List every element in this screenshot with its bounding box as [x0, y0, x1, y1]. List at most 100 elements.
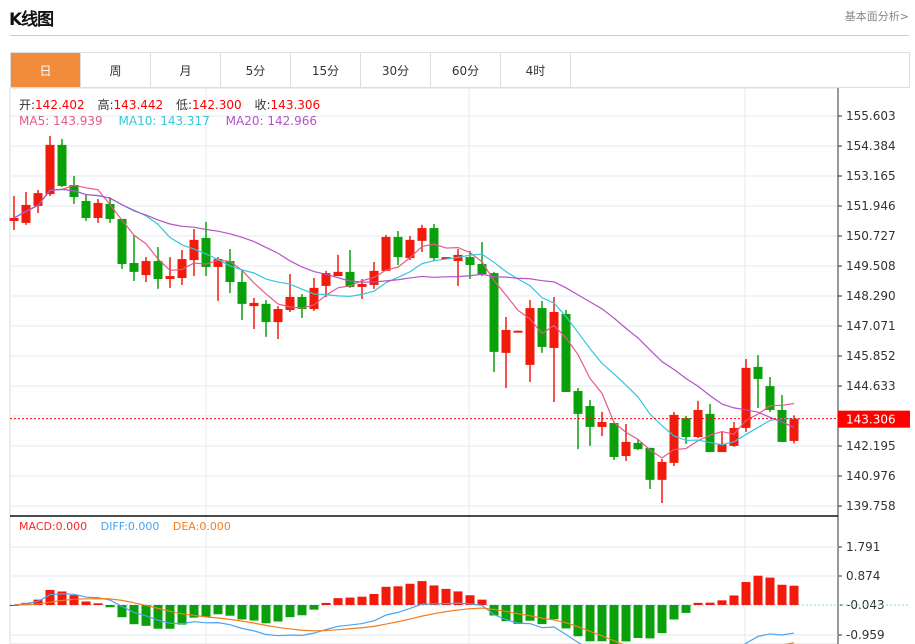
candle — [105, 197, 115, 223]
ma10-value: MA10: 143.317 — [118, 114, 210, 128]
candle-body — [741, 367, 751, 428]
candle — [117, 218, 127, 269]
macd-histogram-bar — [609, 605, 619, 644]
candle — [393, 231, 403, 265]
macd-histogram-bar — [777, 584, 787, 605]
candle-body — [501, 329, 511, 353]
tab-week[interactable]: 周 — [81, 53, 151, 87]
candle-body — [81, 200, 91, 218]
macd-histogram-bar — [561, 605, 571, 629]
price-tick-label: 148.290 — [846, 289, 896, 303]
candle — [249, 297, 259, 329]
macd-histogram-bar — [273, 605, 283, 622]
candle-body — [261, 303, 271, 323]
candle — [261, 299, 271, 337]
candle-body — [657, 461, 667, 480]
macd-value: MACD:0.000 — [19, 520, 88, 533]
candle-body — [681, 418, 691, 438]
candle — [57, 138, 67, 187]
candle — [705, 404, 715, 453]
candle — [417, 224, 427, 252]
tab-4hour[interactable]: 4时 — [501, 53, 571, 87]
macd-histogram-bar — [93, 603, 103, 605]
candle — [789, 415, 799, 444]
candle — [561, 310, 571, 392]
candle-body — [393, 236, 403, 258]
macd-histogram-bar — [537, 605, 547, 625]
candle-body — [129, 263, 139, 272]
current-price-label: 143.306 — [846, 413, 896, 427]
candle-body — [273, 309, 283, 323]
macd-histogram-bar — [441, 588, 451, 605]
macd-histogram-bar — [345, 597, 355, 605]
macd-histogram-bar — [381, 586, 391, 605]
candle-body — [525, 308, 535, 365]
macd-histogram-bar — [453, 591, 463, 605]
candle-body — [417, 228, 427, 241]
candle-body — [405, 239, 415, 259]
candle-body — [357, 283, 367, 287]
divider — [10, 35, 909, 36]
tab-30min[interactable]: 30分 — [361, 53, 431, 87]
macd-histogram-bar — [513, 605, 523, 624]
candle-body — [33, 193, 43, 206]
candle-body — [153, 261, 163, 280]
close-value: 143.306 — [270, 98, 321, 112]
macd-histogram-bar — [525, 605, 535, 621]
candle-body — [465, 257, 475, 265]
candle — [681, 415, 691, 444]
candle — [237, 269, 247, 320]
macd-histogram-bar — [177, 605, 187, 625]
candle-body — [645, 447, 655, 480]
macd-histogram-bar — [153, 605, 163, 629]
candle — [609, 423, 619, 460]
candle — [669, 411, 679, 467]
candle — [489, 271, 499, 373]
tab-5min[interactable]: 5分 — [221, 53, 291, 87]
candle-body — [549, 311, 559, 348]
macd-histogram-bar — [693, 602, 703, 605]
candle-body — [477, 264, 487, 275]
candle-body — [9, 217, 19, 221]
macd-histogram-bar — [297, 605, 307, 616]
price-tick-label: 145.852 — [846, 349, 896, 363]
candle-body — [765, 386, 775, 410]
macd-histogram-bar — [705, 602, 715, 605]
candle — [453, 248, 463, 286]
dea-line — [13, 597, 795, 644]
tab-day[interactable]: 日 — [11, 53, 81, 87]
macd-histogram-bar — [321, 602, 331, 605]
candle-body — [201, 237, 211, 267]
open-label: 开: — [19, 98, 36, 112]
macd-histogram-bar — [621, 605, 631, 642]
price-tick-label: 150.727 — [846, 229, 896, 243]
candle — [597, 411, 607, 437]
low-label: 低: — [176, 98, 193, 112]
price-tick-label: 154.384 — [846, 139, 896, 153]
candle-body — [225, 261, 235, 282]
candle — [753, 355, 763, 408]
candle — [645, 447, 655, 489]
fundamental-analysis-link[interactable]: 基本面分析> — [844, 10, 909, 23]
candle-body — [189, 239, 199, 261]
macd-histogram-bar — [417, 581, 427, 605]
macd-histogram-bar — [429, 585, 439, 605]
price-tick-label: 144.633 — [846, 379, 896, 393]
ma20-line — [13, 188, 795, 428]
macd-histogram-bar — [333, 598, 343, 605]
tab-month[interactable]: 月 — [151, 53, 221, 87]
candle-body — [21, 204, 31, 223]
tab-15min[interactable]: 15分 — [291, 53, 361, 87]
macd-histogram-bar — [369, 593, 379, 605]
candle — [345, 249, 355, 288]
tab-60min[interactable]: 60分 — [431, 53, 501, 87]
candle — [93, 199, 103, 223]
candle — [525, 299, 535, 382]
price-tick-label: 140.976 — [846, 469, 896, 483]
candle — [81, 195, 91, 221]
macd-histogram-bar — [285, 605, 295, 618]
candle-body — [633, 442, 643, 450]
macd-tick-label: 0.874 — [846, 569, 880, 583]
macd-histogram-bar — [669, 605, 679, 620]
